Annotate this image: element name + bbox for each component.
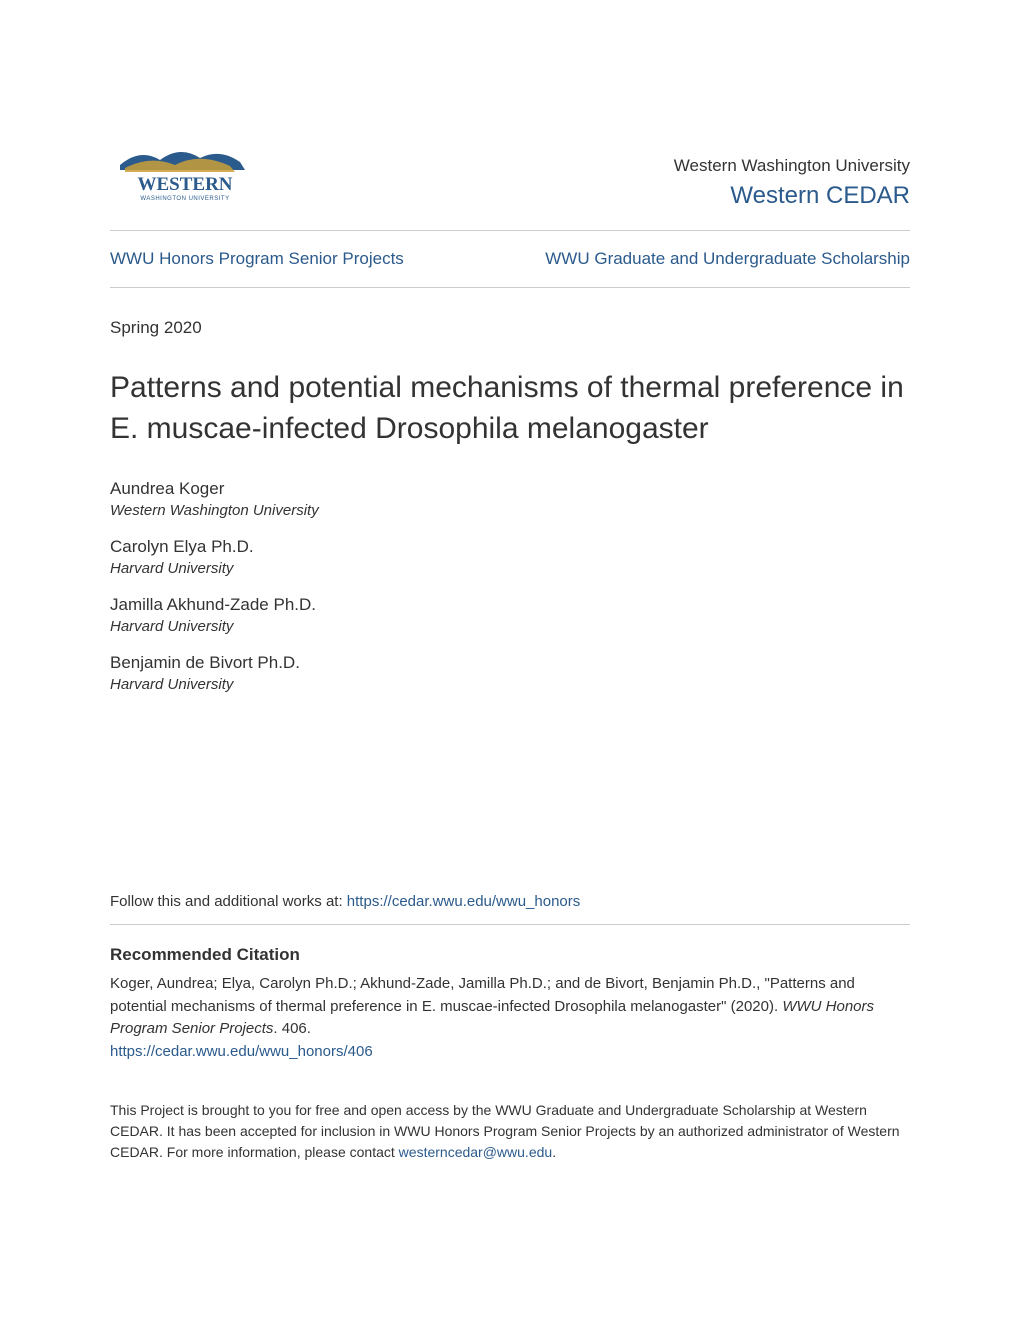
nav-scholarship-link[interactable]: WWU Graduate and Undergraduate Scholarsh… [545,249,910,269]
university-info: Western Washington University Western CE… [674,156,910,210]
footer-text-suffix: . [552,1144,556,1160]
page-header: WESTERN WASHINGTON UNIVERSITY Western Wa… [110,140,910,231]
author-affiliation: Harvard University [110,676,910,693]
author-block: Benjamin de Bivort Ph.D. Harvard Univers… [110,653,910,693]
author-name: Carolyn Elya Ph.D. [110,537,910,557]
follow-works-line: Follow this and additional works at: htt… [110,893,910,925]
author-affiliation: Harvard University [110,560,910,577]
author-affiliation: Western Washington University [110,502,910,519]
follow-works-link[interactable]: https://cedar.wwu.edu/wwu_honors [347,893,580,910]
paper-title: Patterns and potential mechanisms of the… [110,368,910,449]
author-name: Aundrea Koger [110,479,910,499]
western-logo-icon: WESTERN WASHINGTON UNIVERSITY [110,140,270,210]
svg-text:WESTERN: WESTERN [137,174,232,195]
author-name: Jamilla Akhund-Zade Ph.D. [110,595,910,615]
author-affiliation: Harvard University [110,618,910,635]
footer-access-statement: This Project is brought to you for free … [110,1100,910,1163]
citation-url-link[interactable]: https://cedar.wwu.edu/wwu_honors/406 [110,1043,910,1060]
logo-area: WESTERN WASHINGTON UNIVERSITY [110,140,270,210]
author-block: Jamilla Akhund-Zade Ph.D. Harvard Univer… [110,595,910,635]
nav-row: WWU Honors Program Senior Projects WWU G… [110,249,910,288]
repository-name-link[interactable]: Western CEDAR [730,182,910,209]
author-block: Carolyn Elya Ph.D. Harvard University [110,537,910,577]
university-name: Western Washington University [674,156,910,176]
authors-section: Aundrea Koger Western Washington Univers… [110,479,910,693]
follow-prefix: Follow this and additional works at: [110,893,347,910]
citation-body: Koger, Aundrea; Elya, Carolyn Ph.D.; Akh… [110,973,910,1041]
footer-contact-email-link[interactable]: westerncedar@wwu.edu [399,1144,553,1160]
author-block: Aundrea Koger Western Washington Univers… [110,479,910,519]
publication-date: Spring 2020 [110,318,910,338]
citation-section: Recommended Citation Koger, Aundrea; Ely… [110,945,910,1060]
svg-text:WASHINGTON UNIVERSITY: WASHINGTON UNIVERSITY [140,196,229,202]
nav-collection-link[interactable]: WWU Honors Program Senior Projects [110,249,404,269]
citation-text-main: Koger, Aundrea; Elya, Carolyn Ph.D.; Akh… [110,975,855,1015]
author-name: Benjamin de Bivort Ph.D. [110,653,910,673]
citation-suffix: . 406. [273,1020,311,1037]
citation-heading: Recommended Citation [110,945,910,965]
